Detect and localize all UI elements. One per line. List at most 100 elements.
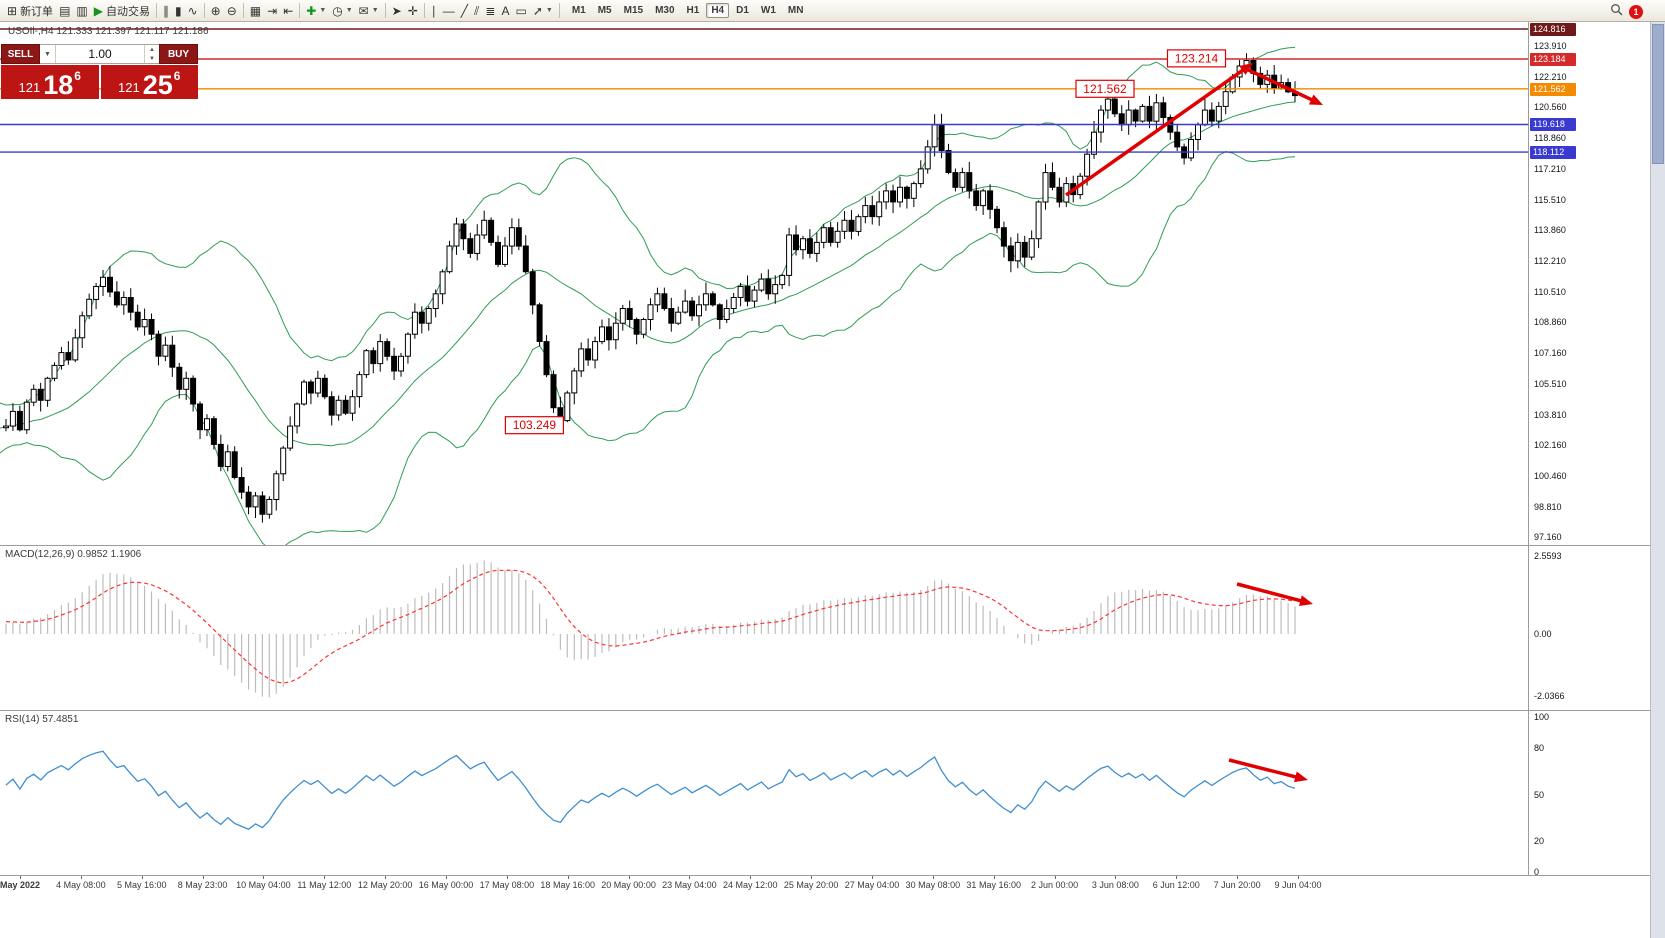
price-scale-tick: 112.210 [1534,255,1566,266]
buy-button[interactable]: BUY [159,44,198,64]
bar-chart-button-icon: ∥ [162,3,169,18]
crosshair-button[interactable]: ✛ [405,2,421,20]
arrows-button-dropdown-icon[interactable]: ▼ [545,7,553,14]
timeframe-d1-button[interactable]: D1 [736,5,749,16]
volume-dropdown-icon[interactable]: ▼ [40,45,56,63]
vertical-scrollbar[interactable] [1650,22,1665,938]
scrollbar-thumb[interactable] [1652,24,1664,164]
zoom-in-button[interactable]: ⊕ [208,2,224,20]
price-chart-canvas[interactable]: 123.214 121.562 103.249 [0,23,1528,545]
time-axis-label: 3 Jun 08:00 [1091,880,1139,890]
price-scale-tick: 97.160 [1534,532,1562,542]
cursor-button-icon: ➤ [391,3,402,18]
price-scale-tick: 100.460 [1534,471,1567,482]
fibonacci-button-icon: ≣ [485,3,496,18]
panel-separator[interactable] [0,545,1650,546]
line-chart-button[interactable]: ∿ [185,2,201,20]
timeframe-m1-button[interactable]: M1 [571,5,586,16]
timeframe-m5-button[interactable]: M5 [597,5,612,16]
auto-trading-button[interactable]: ▶ 自动交易 [91,2,153,20]
price-scale-tick: 120.560 [1534,102,1567,113]
magnifier-icon[interactable] [1610,3,1623,21]
horizontal-line-button[interactable]: ― [440,2,458,20]
fibonacci-button[interactable]: ≣ [482,2,498,20]
vertical-line-button[interactable]: ∣ [428,2,440,20]
timeframe-h1-button[interactable]: H1 [686,5,700,16]
text-label-button[interactable]: ▭ [512,2,529,20]
time-axis-tick [1237,876,1239,879]
time-axis-label: May 2022 [0,880,41,890]
volume-stepper[interactable]: ▲ ▼ [144,45,159,63]
time-axis-label: 17 May 08:00 [479,880,535,890]
time-axis-label: 6 Jun 12:00 [1152,880,1200,890]
timeframe-h4-button[interactable]: H4 [706,3,730,18]
add-indicator-button[interactable]: ✚ ▼ [303,2,329,20]
periods-button-dropdown-icon[interactable]: ▼ [345,7,353,14]
timeframe-w1-button[interactable]: W1 [760,5,776,16]
price-scale-tick: 118.860 [1534,133,1566,144]
trendline-button[interactable]: ╱ [458,2,471,20]
sell-price-pipette: 6 [74,69,81,83]
templates-button[interactable]: ✉ ▼ [356,2,382,20]
arrows-button[interactable]: ➚ ▼ [530,2,556,20]
text-button[interactable]: A [498,2,512,20]
macd-panel-canvas[interactable] [0,546,1528,710]
charts-grid-button-icon: ▤ [59,3,71,18]
sell-price-prefix: 121 [18,80,41,95]
time-axis-tick [385,876,387,879]
sell-price-display[interactable]: 121 18 6 [1,65,99,99]
equidistant-channel-button[interactable]: ⫽ [471,2,482,20]
stepper-down-icon[interactable]: ▼ [149,55,155,62]
timeframe-m15-button[interactable]: M15 [623,5,644,16]
time-axis-tick [1176,876,1178,879]
rsi-scale-tick: 0 [1534,867,1540,877]
timeframe-m30-button[interactable]: M30 [655,5,675,16]
auto-scroll-button[interactable]: ⇤ [280,2,296,20]
templates-button-dropdown-icon[interactable]: ▼ [371,7,379,14]
timeframe-group: M1 M5 M15 M30 H1 H4 D1 W1 MN [567,3,809,18]
sell-button[interactable]: SELL [1,44,40,64]
new-order-button[interactable]: ⊞ 新订单 [4,2,56,20]
add-indicator-button-icon: ✚ [306,3,317,18]
zoom-out-button[interactable]: ⊖ [224,2,240,20]
time-axis-label: 25 May 20:00 [783,880,839,890]
profiles-button[interactable]: ▥ [73,2,90,20]
macd-label: MACD(12,26,9) 0.9852 1.1906 [5,549,142,560]
buy-price-pipette: 6 [173,69,181,83]
time-axis-tick [811,876,813,879]
arrows-button-icon: ➚ [532,3,543,18]
notification-badge[interactable]: 1 [1629,5,1643,19]
time-axis-tick [141,876,143,879]
rsi-panel-canvas[interactable] [0,711,1528,875]
add-indicator-button-dropdown-icon[interactable]: ▼ [319,7,327,14]
text-label-button-icon: ▭ [515,3,527,18]
time-axis-tick [1115,876,1117,879]
equidistant-channel-button-icon: ⫽ [474,3,480,18]
candlestick-chart-button[interactable]: ▮ [172,2,185,20]
time-axis-tick [993,876,995,879]
periods-button[interactable]: ◷ ▼ [329,2,355,20]
rsi-scale-tick: 80 [1534,743,1545,753]
svg-text:103.249: 103.249 [513,418,557,432]
tile-windows-button[interactable]: ▦ [247,2,264,20]
time-axis-tick [20,876,21,879]
time-axis-tick [689,876,691,879]
price-scale-tick: 117.210 [1534,163,1566,174]
buy-price-prefix: 121 [118,80,140,95]
time-axis-tick [446,876,447,879]
panel-separator[interactable] [0,875,1650,876]
price-level-label: 119.618 [1530,118,1576,132]
panel-separator[interactable] [0,710,1650,711]
toolbar-separator [558,3,560,18]
chart-shift-button[interactable]: ⇥ [264,2,280,20]
stepper-up-icon[interactable]: ▲ [149,46,155,53]
volume-input[interactable]: 1.00 [88,47,112,61]
timeframe-mn-button[interactable]: MN [787,5,804,16]
toolbar-separator [423,3,425,18]
bar-chart-button[interactable]: ∥ [160,2,172,20]
time-axis-label: 2 Jun 00:00 [1031,880,1079,890]
charts-grid-button[interactable]: ▤ [56,2,73,20]
buy-price-display[interactable]: 121 25 6 [100,65,198,99]
cursor-button[interactable]: ➤ [389,2,405,20]
price-level-label: 124.816 [1530,23,1576,36]
